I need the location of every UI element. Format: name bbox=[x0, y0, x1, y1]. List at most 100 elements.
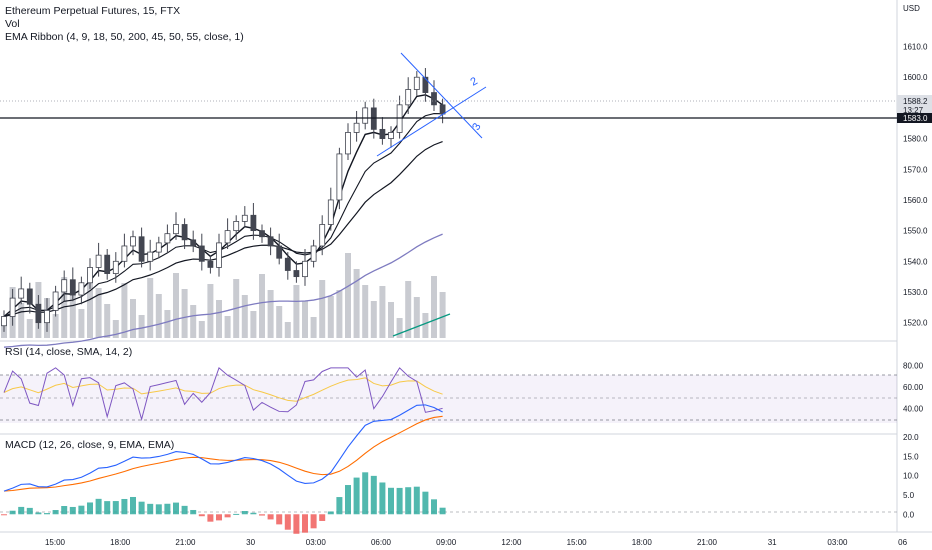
volume-bar bbox=[147, 278, 154, 338]
macd-hist-bar bbox=[250, 512, 257, 515]
macd-hist-bar bbox=[362, 472, 369, 515]
candle-body bbox=[121, 245, 128, 262]
macd-hist-bar bbox=[259, 514, 265, 516]
last-price-tag-bg bbox=[897, 95, 932, 115]
rsi-tick: 60.00 bbox=[903, 383, 924, 392]
candle-body bbox=[61, 279, 68, 293]
volume-bar bbox=[61, 277, 68, 338]
time-axis[interactable]: 15:00 18:00 21:00 30 03:00 06:00 09:00 12:00 15:… bbox=[45, 538, 908, 547]
annotation-2: 2 bbox=[469, 75, 480, 88]
volume-bar bbox=[336, 290, 343, 338]
macd-hist-bar bbox=[439, 507, 446, 515]
volume-bar bbox=[276, 306, 283, 338]
vol-label[interactable]: Vol bbox=[5, 18, 20, 30]
candle-body bbox=[293, 270, 300, 278]
time-tick: 03:00 bbox=[306, 538, 327, 547]
ema-4-line bbox=[3, 94, 444, 318]
macd-hist-bar bbox=[413, 486, 420, 515]
candle-body bbox=[284, 257, 291, 271]
hline-price-tag: 1583.0 bbox=[903, 114, 928, 123]
price-tick: 1570.0 bbox=[903, 165, 928, 174]
macd-hist-bar bbox=[379, 482, 386, 515]
time-tick: 18:00 bbox=[632, 538, 653, 547]
volume-bar bbox=[405, 281, 412, 338]
volume-bar bbox=[431, 276, 437, 338]
macd-hist-bar bbox=[405, 487, 412, 515]
volume-bars bbox=[1, 253, 446, 338]
volume-bar bbox=[319, 280, 326, 338]
trend-line-lower[interactable] bbox=[376, 86, 487, 157]
macd-hist-bar bbox=[44, 513, 50, 515]
ema-9-line bbox=[3, 113, 443, 318]
ema-50-line bbox=[3, 233, 443, 348]
volume-bar bbox=[370, 301, 377, 338]
candle-body bbox=[302, 260, 308, 278]
candle-body bbox=[155, 242, 162, 253]
volume-bar bbox=[112, 320, 119, 338]
macd-hist-bar bbox=[345, 485, 351, 515]
candle-body bbox=[190, 239, 197, 247]
macd-histogram bbox=[1, 472, 446, 534]
macd-hist-bar bbox=[18, 506, 25, 515]
candle-body bbox=[216, 242, 222, 268]
macd-tick: 10.0 bbox=[903, 472, 919, 481]
macd-tick: 15.0 bbox=[903, 452, 919, 461]
ema-label[interactable]: EMA Ribbon (4, 9, 18, 50, 200, 45, 50, 5… bbox=[5, 31, 244, 43]
volume-bar bbox=[396, 318, 403, 338]
macd-hist-bar bbox=[276, 514, 283, 525]
time-tick: 15:00 bbox=[45, 538, 66, 547]
candle-body bbox=[138, 236, 145, 262]
candle-body bbox=[164, 233, 171, 244]
candle-body bbox=[250, 214, 257, 232]
trend-line-upper[interactable] bbox=[400, 52, 483, 139]
candle-body bbox=[198, 245, 205, 262]
volume-bar bbox=[52, 314, 59, 338]
volume-bar bbox=[362, 285, 369, 338]
macd-line bbox=[3, 404, 443, 492]
candle-body bbox=[379, 128, 386, 139]
rsi-line bbox=[3, 367, 443, 422]
rsi-band bbox=[0, 375, 897, 423]
volume-bar bbox=[164, 310, 171, 338]
macd-hist-bar bbox=[181, 505, 188, 515]
macd-hist-bar bbox=[327, 511, 334, 515]
price-tick: 1610.0 bbox=[903, 43, 928, 52]
macd-hist-bar bbox=[336, 497, 343, 515]
volume-bar bbox=[250, 311, 257, 338]
candle-body bbox=[439, 104, 446, 115]
candle-body bbox=[422, 76, 429, 93]
volume-bar bbox=[439, 292, 446, 338]
candle-body bbox=[147, 251, 154, 262]
symbol-title[interactable]: Ethereum Perpetual Futures, 15, FTX bbox=[5, 5, 181, 17]
main-legend: Ethereum Perpetual Futures, 15, FTX Vol … bbox=[5, 5, 244, 44]
macd-label[interactable]: MACD (12, 26, close, 9, EMA, EMA) bbox=[5, 439, 175, 451]
rsi-tick: 80.00 bbox=[903, 362, 924, 371]
candle-body bbox=[310, 245, 317, 262]
candle-body bbox=[26, 288, 33, 305]
price-tick: 1550.0 bbox=[903, 227, 928, 236]
candle-body bbox=[276, 245, 283, 259]
time-tick: 21:00 bbox=[697, 538, 718, 547]
candle-body bbox=[345, 132, 351, 155]
candle-body bbox=[396, 104, 403, 133]
time-tick: 31 bbox=[768, 538, 777, 547]
candle-body bbox=[353, 122, 360, 133]
candle-body bbox=[104, 254, 111, 274]
candle-body bbox=[87, 267, 93, 284]
currency-label: USD bbox=[903, 4, 920, 13]
macd-hist-bar bbox=[173, 502, 179, 515]
candle-body bbox=[78, 282, 85, 296]
macd-hist-bar bbox=[190, 509, 197, 515]
volume-bar bbox=[413, 297, 420, 338]
volume-bar bbox=[104, 304, 111, 338]
price-tick: 1580.0 bbox=[903, 135, 928, 144]
macd-hist-bar bbox=[388, 487, 394, 515]
candle-body bbox=[95, 254, 102, 268]
candle-body bbox=[267, 236, 274, 247]
rsi-tick: 40.00 bbox=[903, 405, 924, 414]
rsi-label[interactable]: RSI (14, close, SMA, 14, 2) bbox=[5, 346, 133, 358]
countdown-tag: 13:27 bbox=[903, 106, 924, 115]
volume-trend-line[interactable] bbox=[392, 313, 451, 337]
